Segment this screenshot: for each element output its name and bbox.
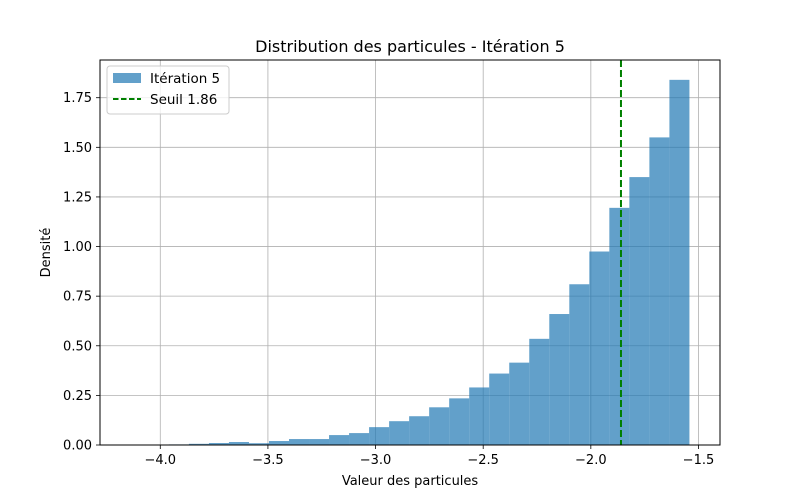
legend: Itération 5 Seuil 1.86 xyxy=(106,65,230,115)
x-tick-label: −1.5 xyxy=(683,453,715,468)
x-tick-label: −4.0 xyxy=(144,453,176,468)
x-tick-label: −2.5 xyxy=(467,453,499,468)
histogram-bar xyxy=(649,137,670,445)
histogram-bar xyxy=(469,387,490,445)
histogram-bar xyxy=(549,314,570,445)
histogram-bar xyxy=(669,79,690,445)
legend-swatch-histogram xyxy=(113,73,141,83)
chart-title: Distribution des particules - Itération … xyxy=(255,37,565,56)
histogram-bar xyxy=(188,443,209,445)
y-tick-label: 0.25 xyxy=(63,389,92,404)
histogram-bar xyxy=(268,441,290,445)
histogram-bar xyxy=(609,207,630,445)
legend-label-threshold: Seuil 1.86 xyxy=(150,92,217,108)
histogram-bar xyxy=(429,407,450,445)
histogram-bar xyxy=(389,421,410,445)
x-tick-label: −3.0 xyxy=(360,453,392,468)
histogram-bar xyxy=(589,251,610,445)
y-tick-label: 0.75 xyxy=(63,290,92,305)
y-tick-label: 1.50 xyxy=(63,141,92,156)
x-tick-label: −3.5 xyxy=(252,453,284,468)
histogram-bar xyxy=(369,427,390,445)
histogram-bar xyxy=(629,177,650,445)
histogram-bar xyxy=(329,435,350,445)
x-axis-label: Valeur des particules xyxy=(342,474,479,489)
y-tick-label: 0.50 xyxy=(63,339,92,354)
y-tick-label: 1.75 xyxy=(63,91,92,106)
histogram-bar xyxy=(449,398,470,445)
histogram-bar xyxy=(208,443,229,445)
histogram-bar xyxy=(228,442,249,445)
histogram-bar xyxy=(409,416,430,445)
legend-label-histogram: Itération 5 xyxy=(150,71,220,87)
y-tick-label: 1.00 xyxy=(63,240,92,255)
y-tick-label: 1.25 xyxy=(63,190,92,205)
y-axis-label: Densité xyxy=(39,228,54,278)
y-axis-ticks: 0.00 0.25 0.50 0.75 1.00 1.25 1.50 1.75 xyxy=(63,91,100,454)
histogram-bar xyxy=(489,373,510,445)
histogram-bar xyxy=(569,284,590,445)
histogram-bar xyxy=(248,443,269,445)
histogram-bar xyxy=(289,439,310,445)
histogram-bar xyxy=(309,439,330,445)
histogram-bar xyxy=(529,338,550,445)
histogram-bar xyxy=(509,362,530,445)
y-tick-label: 0.00 xyxy=(63,439,92,454)
histogram-bars xyxy=(168,79,690,445)
histogram-bar xyxy=(349,433,370,445)
x-tick-label: −2.0 xyxy=(575,453,607,468)
plot-frame xyxy=(99,59,721,446)
x-axis-ticks: −4.0 −3.5 −3.0 −2.5 −2.0 −1.5 xyxy=(144,445,714,468)
